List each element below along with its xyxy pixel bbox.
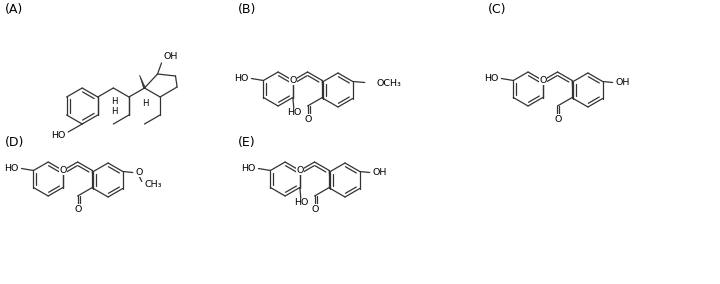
Text: O: O [555, 114, 562, 124]
Text: H: H [111, 97, 117, 105]
Text: HO: HO [287, 108, 301, 117]
Text: O: O [539, 76, 546, 85]
Text: HO: HO [4, 164, 19, 173]
Text: (D): (D) [5, 136, 24, 149]
Text: (C): (C) [488, 3, 507, 16]
Text: HO: HO [484, 74, 498, 83]
Text: OH: OH [373, 168, 387, 177]
Text: O: O [75, 204, 82, 214]
Text: H: H [111, 106, 117, 116]
Text: OH: OH [163, 51, 178, 60]
Text: H: H [143, 99, 149, 108]
Text: O: O [289, 76, 297, 85]
Text: OCH₃: OCH₃ [377, 79, 402, 88]
Text: (A): (A) [5, 3, 24, 16]
Text: HO: HO [51, 131, 66, 139]
Text: OH: OH [616, 78, 630, 87]
Polygon shape [140, 75, 145, 88]
Text: O: O [296, 166, 304, 175]
Text: CH₃: CH₃ [145, 180, 162, 189]
Text: HO: HO [234, 74, 248, 83]
Text: (E): (E) [238, 136, 256, 149]
Text: O: O [305, 114, 312, 124]
Text: HO: HO [294, 198, 308, 207]
Text: O: O [59, 166, 67, 175]
Text: O: O [136, 168, 143, 177]
Text: HO: HO [241, 164, 256, 173]
Text: O: O [312, 204, 319, 214]
Text: (B): (B) [238, 3, 256, 16]
